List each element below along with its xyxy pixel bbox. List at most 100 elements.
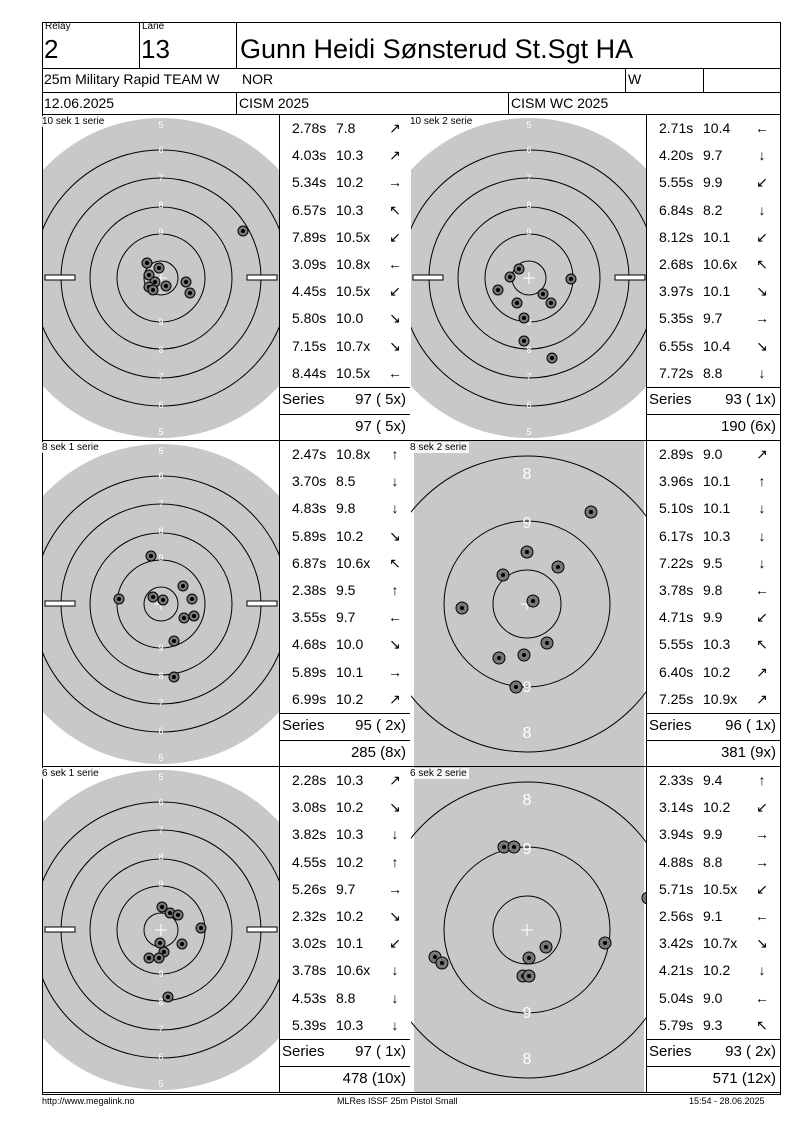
shot-direction-icon: ↓ [758,962,766,979]
target-panel: 5 6 7 8 9 9 8 7 6 5 [43,441,279,767]
shot-direction-icon: ↓ [758,201,766,218]
shot-impact [195,922,207,934]
shot-score: 10.5x [336,283,371,300]
series-label: Series [649,1043,692,1060]
shot-row: 7.25s 10.9x ↗ [647,686,780,713]
shot-time: 3.97s [659,283,694,300]
ring-label: 6 [158,145,163,155]
ring-6 [43,801,279,1059]
ring-10 [143,260,179,296]
shot-direction-icon: ↙ [756,609,768,626]
shot-time: 5.35s [659,310,694,327]
series-title: 8 sek 1 serie [42,442,101,453]
shot-time: 3.08s [292,799,327,816]
ring-label: 8 [158,997,163,1007]
shot-impact [162,991,174,1003]
shot-time: 4.83s [292,500,327,517]
shot-time: 5.55s [659,174,694,191]
shot-score: 9.0 [703,446,723,462]
shot-direction-icon: ↙ [756,880,768,897]
shot-score: 9.0 [703,989,723,1006]
footer-url[interactable]: http://www.megalink.no [42,1096,135,1106]
ring-label: 6 [158,726,163,736]
shot-impact [184,287,196,299]
shot-direction-icon: ↘ [756,283,768,300]
shot-direction-icon: ← [388,364,402,381]
footer-timestamp: 15:54 - 28.06.2025 [689,1096,765,1106]
shot-direction-icon: ↓ [391,473,399,490]
series-label: Series [649,717,692,734]
lane-label: Lane [142,21,165,32]
shot-impact [540,636,554,650]
shot-score: 10.8x [336,446,371,462]
ring-8 [89,206,233,350]
shot-time: 3.94s [659,826,694,843]
shot-time: 5.10s [659,500,694,517]
shot-direction-icon: ↖ [756,256,768,272]
shot-time: 3.55s [292,609,327,626]
shot-time: 6.17s [659,527,694,544]
shot-impact [141,257,153,269]
shot-score: 10.3 [336,772,364,788]
shot-direction-icon: → [755,310,769,327]
shot-direction-icon: ↙ [389,283,401,300]
shot-row: 3.96s 10.1 ↑ [647,468,780,495]
shot-score: 10.3 [703,527,731,544]
ring-label: 8 [523,1051,532,1068]
shot-impact [145,550,157,562]
ring-label: 9 [526,227,531,237]
shot-score: 10.3 [703,636,731,653]
target-face: 8 9 9 8 [411,767,647,1093]
target-face: 8 9 9 8 [411,441,647,767]
shot-score: 10.3 [336,147,364,164]
shot-row: 5.10s 10.1 ↓ [647,495,780,522]
shot-row: 5.35s 9.7 → [647,305,780,332]
shot-direction-icon: ↗ [756,663,768,680]
shot-time: 7.72s [659,364,694,381]
shot-row: 2.68s 10.6x ↖ [647,251,780,278]
shot-impact [520,545,534,559]
target-bar [614,274,646,281]
shot-time: 2.33s [659,772,694,788]
shot-direction-icon: ← [755,120,769,136]
shot-time: 2.68s [659,256,694,272]
shot-direction-icon: ↑ [758,772,766,788]
shot-impact [507,840,521,854]
shot-impact [168,671,180,683]
shot-score: 10.2 [703,962,731,979]
shot-impact [178,612,190,624]
shot-score: 10.3 [336,826,364,843]
shot-time: 4.45s [292,283,327,300]
shot-time: 5.26s [292,880,327,897]
ring-label: 5 [158,753,163,763]
shot-impact [147,591,159,603]
target-face: 5 6 7 8 9 9 8 7 6 5 [411,115,647,441]
shot-direction-icon: → [388,174,402,191]
shot-score: 10.2 [703,799,731,816]
shot-score: 10.1 [703,228,731,245]
shot-score: 9.4 [703,772,723,788]
footer-program: MLRes ISSF 25m Pistol Small [337,1096,458,1106]
competition: CISM 2025 [239,95,310,111]
ring-label: 5 [158,427,163,437]
shot-impact [180,276,192,288]
ring-9 [116,233,206,323]
ring-9 [443,520,611,688]
target-bar [246,274,278,281]
ring-label: 7 [526,173,531,183]
series-score: 95 ( 2x) [355,717,406,734]
relay-number: 2 [44,34,59,64]
shot-impact [518,312,530,324]
shot-time: 3.14s [659,799,694,816]
shot-score: 10.2 [336,853,364,870]
shot-row: 4.21s 10.2 ↓ [647,957,780,984]
ring-label: 9 [158,643,163,653]
ring-label: 8 [158,200,163,210]
shot-time: 3.42s [659,935,694,952]
series-label: Series [282,391,325,408]
shot-score: 7.8 [336,120,356,136]
shot-score: 10.2 [336,690,364,707]
shot-score: 10.2 [336,799,364,816]
shot-score: 9.7 [703,310,723,327]
ring-label: 7 [526,372,531,382]
